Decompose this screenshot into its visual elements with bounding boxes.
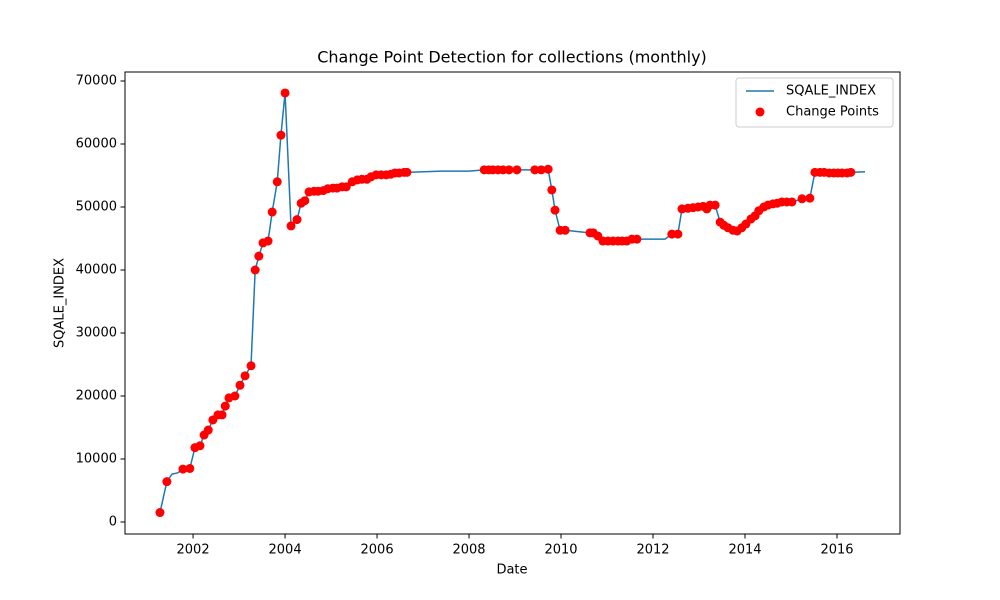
y-tick-label: 60000 [76, 137, 117, 152]
x-tick-label: 2010 [544, 543, 577, 558]
y-tick-label: 40000 [76, 263, 117, 278]
change-point [178, 464, 188, 474]
change-point [341, 182, 351, 192]
change-point [547, 185, 557, 195]
y-tick-label: 50000 [76, 200, 117, 215]
change-point [230, 391, 240, 401]
legend-label: SQALE_INDEX [786, 84, 876, 99]
change-point [272, 177, 282, 187]
change-point [805, 193, 815, 203]
change-point [250, 265, 260, 275]
x-tick-label: 2002 [177, 543, 210, 558]
legend-box [735, 77, 894, 128]
change-point [292, 215, 302, 225]
change-point [530, 165, 540, 175]
x-tick-label: 2014 [728, 543, 761, 558]
x-tick-label: 2006 [361, 543, 394, 558]
change-point [286, 221, 296, 231]
legend-swatch [755, 107, 765, 117]
chart-title: Change Point Detection for collections (… [317, 48, 707, 67]
change-point [220, 401, 230, 411]
change-point [787, 197, 797, 207]
change-point [276, 130, 286, 140]
y-tick-label: 30000 [76, 326, 117, 341]
change-point [673, 229, 683, 239]
change-point [240, 371, 250, 381]
change-point [550, 205, 560, 215]
y-tick-label: 70000 [76, 74, 117, 89]
change-point [402, 167, 412, 177]
change-point [280, 88, 290, 98]
y-tick-label: 20000 [76, 388, 117, 403]
legend-label: Change Points [786, 105, 879, 120]
y-axis-label: SQALE_INDEX [53, 258, 68, 348]
change-point [300, 196, 310, 206]
change-point [195, 441, 205, 451]
change-point [155, 508, 165, 518]
change-point [512, 165, 522, 175]
axes-frame [124, 71, 901, 535]
legend: SQALE_INDEX Change Points [735, 77, 894, 128]
change-point [254, 251, 264, 261]
change-point [203, 425, 213, 435]
x-tick-label: 2016 [820, 543, 853, 558]
change-point [263, 236, 273, 246]
y-tick-label: 10000 [76, 451, 117, 466]
x-axis-label: Date [496, 563, 527, 578]
change-point [185, 463, 195, 473]
change-point [846, 167, 856, 177]
change-point [560, 225, 570, 235]
change-point [504, 165, 514, 175]
x-tick-label: 2008 [452, 543, 485, 558]
change-point [162, 477, 172, 487]
change-point [267, 207, 277, 217]
change-point [632, 234, 642, 244]
change-point [797, 194, 807, 204]
change-point [536, 165, 546, 175]
change-point [217, 410, 227, 420]
change-point [710, 200, 720, 210]
x-tick-label: 2004 [269, 543, 302, 558]
x-tick-label: 2012 [636, 543, 669, 558]
change-point [246, 361, 256, 371]
y-tick-label: 0 [109, 514, 117, 529]
change-point [235, 380, 245, 390]
change-point [543, 164, 553, 174]
